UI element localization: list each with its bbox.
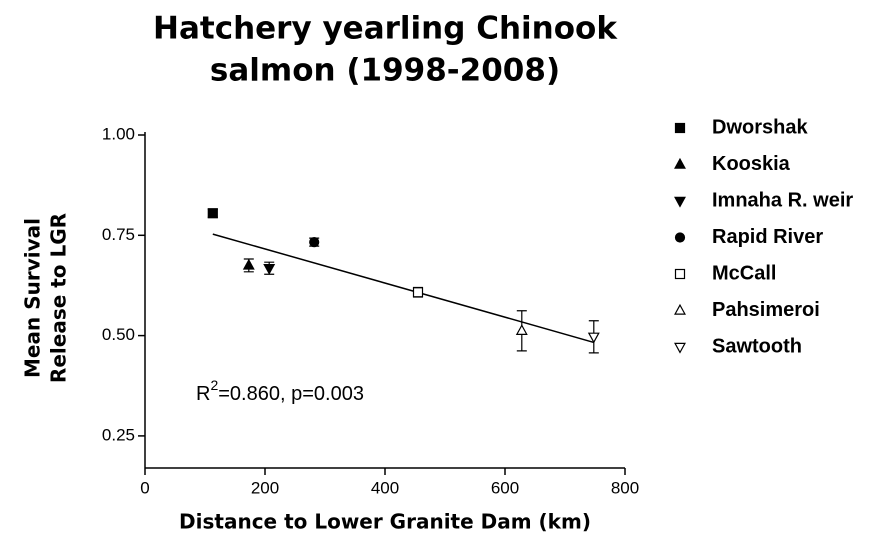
y-axis-label: Mean Survival: [21, 218, 45, 378]
marker: [263, 264, 276, 275]
chart-title: salmon (1998-2008): [210, 53, 560, 89]
legend-marker: [674, 157, 686, 169]
legend-marker: [674, 232, 686, 243]
legend-label: Imnaha R. weir: [712, 189, 853, 211]
marker: [515, 324, 528, 335]
legend-marker: [674, 122, 686, 134]
annotation: R2=0.860, p=0.003: [196, 377, 364, 406]
x-tick-label: 800: [611, 478, 639, 497]
annotation-text: R: [196, 383, 210, 405]
marker: [242, 258, 255, 270]
legend-marker: [674, 268, 686, 280]
y-axis-label: Release to LGR: [47, 213, 71, 383]
legend-marker: [674, 196, 686, 208]
legend-label: Sawtooth: [712, 335, 802, 357]
x-tick-label: 0: [140, 478, 149, 497]
annotation-sup: 2: [210, 377, 218, 393]
y-tick-label: 0.75: [102, 225, 135, 244]
legend-label: Pahsimeroi: [712, 299, 820, 321]
marker: [207, 208, 218, 219]
legend-marker: [674, 303, 686, 315]
legend-label: McCall: [712, 262, 776, 284]
x-axis-label: Distance to Lower Granite Dam (km): [179, 510, 591, 534]
x-tick-label: 400: [371, 478, 399, 497]
legend-label: Kooskia: [712, 153, 791, 175]
x-tick-label: 200: [251, 478, 279, 497]
marker: [587, 332, 600, 344]
chart-title: Hatchery yearling Chinook: [153, 11, 618, 47]
legend-label: Dworshak: [712, 116, 808, 138]
y-tick-label: 0.50: [102, 325, 135, 344]
marker: [412, 287, 424, 298]
y-tick-label: 1.00: [102, 124, 135, 143]
legend-label: Rapid River: [712, 226, 823, 248]
y-tick-label: 0.25: [102, 425, 135, 444]
x-tick-label: 600: [491, 478, 519, 497]
legend-marker: [674, 342, 686, 354]
regression-line: [212, 233, 595, 344]
marker: [309, 237, 320, 248]
annotation-text: =0.860, p=0.003: [218, 383, 364, 405]
